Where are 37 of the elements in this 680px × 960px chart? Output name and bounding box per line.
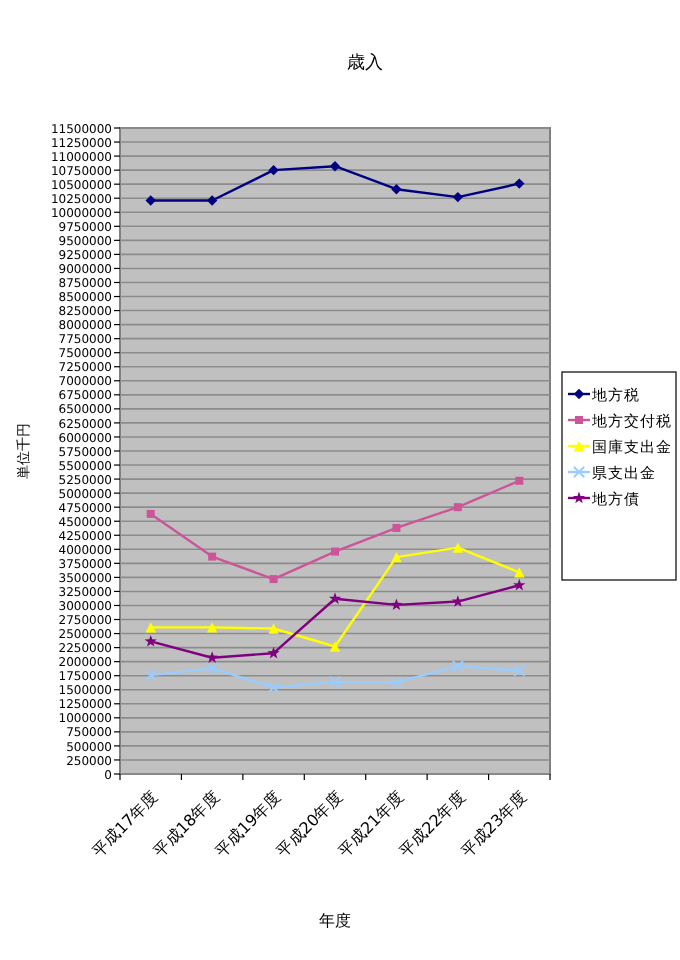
point [453,503,462,512]
point [268,623,279,634]
point [391,551,402,563]
point [452,542,464,553]
point [146,509,155,518]
point [392,523,401,532]
point [515,476,524,485]
point [206,195,218,206]
point [390,676,403,689]
point [514,567,525,578]
point [452,191,464,203]
point [206,622,218,633]
point [144,635,157,647]
x-axis-title: 年度 [319,912,351,930]
chart-title: 歳入 [347,52,383,74]
point [267,681,280,694]
point [451,595,464,607]
point [144,668,157,682]
point [145,622,156,633]
point [206,651,219,663]
point [513,664,526,677]
point [269,575,278,584]
point [328,675,342,689]
point [328,592,342,604]
point [208,552,217,561]
point [268,164,279,176]
point [205,662,219,675]
point [451,659,465,673]
point [267,646,280,659]
point [514,178,525,189]
point [391,184,402,195]
point [145,195,156,206]
point [329,641,341,652]
point [513,578,526,591]
point [331,547,339,556]
point [390,598,403,611]
point [329,161,341,172]
